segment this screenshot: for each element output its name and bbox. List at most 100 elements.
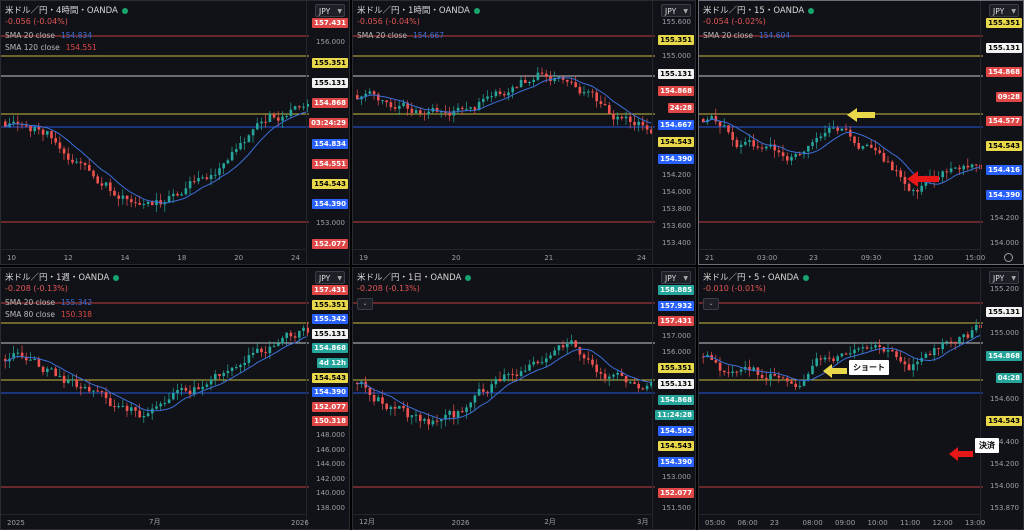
candle bbox=[912, 190, 915, 192]
candle bbox=[561, 76, 565, 80]
candle bbox=[519, 79, 523, 88]
time-axis[interactable]: 19 20 21 24 bbox=[353, 249, 653, 264]
currency-select[interactable]: JPY ▼ bbox=[315, 4, 345, 17]
price-axis[interactable]: 155.200 155.131 155.000 154.868 04:28 154.600… bbox=[980, 268, 1023, 529]
chart-panel-5[interactable]: 米ドル／円・1日・OANDA -0.208 (-0.13%) ⌄ JPY ▼ 158.88… bbox=[352, 267, 696, 530]
candle bbox=[79, 161, 83, 164]
legend-collapse-button[interactable]: ⌄ bbox=[357, 298, 373, 310]
price-plot[interactable] bbox=[353, 268, 655, 517]
candle bbox=[599, 372, 603, 374]
candle bbox=[88, 165, 91, 171]
candle bbox=[205, 384, 209, 387]
price-axis[interactable]: 157.431 155.351 155.342 155.131 154.868 4d 12… bbox=[306, 268, 349, 529]
candle bbox=[566, 79, 569, 82]
legend-collapse-button[interactable]: ⌄ bbox=[703, 298, 719, 310]
candle bbox=[840, 353, 844, 357]
price-axis[interactable]: 155.351 155.131 154.868 09:28 154.577 154.543… bbox=[980, 1, 1023, 264]
candle bbox=[247, 354, 251, 363]
currency-select[interactable]: JPY ▼ bbox=[661, 271, 691, 284]
price-plot[interactable] bbox=[353, 1, 655, 252]
time-tick: 08:00 bbox=[802, 519, 823, 527]
candle bbox=[54, 138, 57, 143]
chart-panel-2[interactable]: 米ドル／円・1時間・OANDA -0.056 (-0.04%) SMA 20 clo… bbox=[352, 0, 696, 265]
time-axis[interactable]: 21 03:00 23 09:30 12:00 15:00 bbox=[699, 249, 985, 264]
indicator-legend[interactable]: SMA 80 close 150.318 bbox=[5, 310, 92, 319]
price-axis[interactable]: 155.600 155.351 155.000 155.131 154.868 24:28… bbox=[652, 1, 695, 264]
candle bbox=[790, 156, 793, 161]
chart-title[interactable]: 米ドル／円・4時間・OANDA bbox=[5, 4, 128, 16]
candle bbox=[381, 100, 384, 102]
candle bbox=[549, 355, 552, 359]
indicator-legend[interactable]: SMA 20 close 154.604 bbox=[703, 31, 790, 40]
currency-select[interactable]: JPY ▼ bbox=[315, 271, 345, 284]
indicator-legend[interactable]: SMA 20 close 155.342 bbox=[5, 298, 92, 307]
candle bbox=[67, 379, 70, 383]
candle bbox=[731, 132, 734, 140]
chart-panel-6[interactable]: 米ドル／円・5・OANDA -0.010 (-0.01%) ⌄ JPY ▼ 155.200… bbox=[698, 267, 1024, 530]
currency-select[interactable]: JPY ▼ bbox=[661, 4, 691, 17]
candle bbox=[256, 123, 259, 130]
candle bbox=[456, 411, 460, 418]
candle bbox=[591, 359, 594, 365]
price-tick: 155.200 bbox=[990, 285, 1019, 293]
indicator-name: SMA 120 close bbox=[5, 43, 60, 52]
indicator-legend[interactable]: SMA 120 close 154.551 bbox=[5, 43, 97, 52]
indicator-legend[interactable]: SMA 20 close 154.667 bbox=[357, 31, 444, 40]
short-callout: ショート bbox=[849, 360, 889, 375]
price-tag: 154.543 bbox=[312, 372, 348, 383]
candle bbox=[970, 164, 974, 168]
candle bbox=[566, 343, 569, 348]
sma-line bbox=[703, 334, 981, 381]
price-plot[interactable] bbox=[1, 268, 309, 517]
candle bbox=[886, 161, 890, 163]
candle bbox=[230, 367, 234, 371]
candle bbox=[486, 96, 489, 99]
candle bbox=[125, 405, 129, 411]
candle bbox=[264, 121, 267, 123]
settings-icon[interactable] bbox=[1004, 253, 1013, 262]
price-plot[interactable] bbox=[699, 1, 983, 252]
candle bbox=[159, 403, 162, 407]
indicator-name: SMA 20 close bbox=[357, 31, 407, 40]
price-tag: 155.351 bbox=[986, 18, 1022, 28]
candle bbox=[735, 371, 739, 373]
chart-panel-4[interactable]: 米ドル／円・1週・OANDA -0.208 (-0.13%) SMA 20 clos… bbox=[0, 267, 350, 530]
currency-select[interactable]: JPY ▼ bbox=[989, 271, 1019, 284]
price-axis[interactable]: 158.885 157.932 157.431 157.000 156.000 155.3… bbox=[652, 268, 695, 529]
price-axis[interactable]: 157.431 156.000 155.351 155.131 154.868 03:24… bbox=[306, 1, 349, 264]
candle bbox=[844, 128, 848, 130]
candle bbox=[954, 167, 957, 169]
time-tick: 09:30 bbox=[861, 254, 882, 262]
chart-title[interactable]: 米ドル／円・1日・OANDA bbox=[357, 271, 472, 283]
indicator-legend[interactable]: SMA 20 close 154.834 bbox=[5, 31, 92, 40]
candle bbox=[857, 348, 860, 350]
price-tick: 154.000 bbox=[990, 239, 1019, 247]
chart-title[interactable]: 米ドル／円・1時間・OANDA bbox=[357, 4, 480, 16]
candle bbox=[176, 193, 179, 196]
price-plot[interactable] bbox=[699, 268, 983, 517]
currency-select[interactable]: JPY ▼ bbox=[989, 4, 1019, 17]
candle bbox=[100, 183, 104, 186]
time-axis[interactable]: 2025 7月 2026 bbox=[1, 514, 309, 529]
price-tag: 155.351 bbox=[658, 35, 694, 45]
price-tick: 153.000 bbox=[662, 472, 691, 481]
candle bbox=[256, 348, 259, 353]
time-axis[interactable]: 10 12 14 18 20 24 bbox=[1, 249, 307, 264]
price-tag: 152.077 bbox=[312, 401, 348, 412]
price-plot[interactable] bbox=[1, 1, 309, 252]
price-tag: 154.868 bbox=[986, 67, 1022, 78]
price-tick: 156.000 bbox=[662, 347, 691, 356]
time-axis[interactable]: 05:00 06:00 23 08:00 09:00 10:00 11:00 12:00 13:… bbox=[699, 514, 985, 529]
chart-title[interactable]: 米ドル／円・15・OANDA bbox=[703, 4, 815, 16]
chart-panel-3[interactable]: 米ドル／円・15・OANDA -0.054 (-0.02%) SMA 20 clos… bbox=[698, 0, 1024, 265]
candle bbox=[933, 348, 936, 356]
candle bbox=[92, 170, 95, 177]
chart-title[interactable]: 米ドル／円・5・OANDA bbox=[703, 271, 809, 283]
chart-title[interactable]: 米ドル／円・1週・OANDA bbox=[5, 271, 120, 283]
price-change: -0.056 (-0.04%) bbox=[5, 17, 68, 26]
candle bbox=[293, 336, 297, 338]
price-tick: 146.000 bbox=[316, 445, 345, 454]
time-axis[interactable]: 12月 2026 2月 3月 bbox=[353, 514, 653, 529]
chart-panel-1[interactable]: 米ドル／円・4時間・OANDA -0.056 (-0.04%) SMA 20 clo… bbox=[0, 0, 350, 265]
candle bbox=[524, 370, 527, 372]
